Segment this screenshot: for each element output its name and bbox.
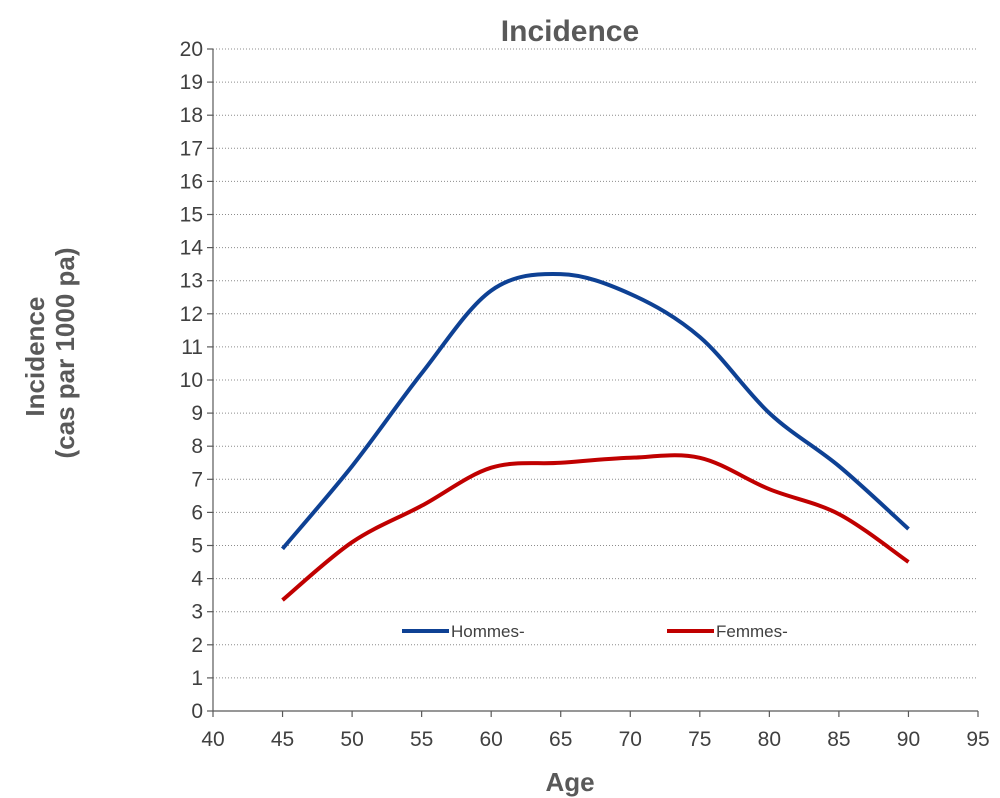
legend-label-femmes: Femmes-: [716, 622, 788, 641]
series-line-femmes: [281, 453, 910, 602]
y-axis-title: Incidence (cas par 1000 pa): [20, 247, 80, 458]
y-tick-label: 5: [191, 535, 203, 558]
x-tick-label: 65: [549, 728, 572, 751]
x-tick-label: 90: [897, 728, 920, 751]
x-tick-labels: 40 45 50 55 60 65 70 75 80 85 90 95: [201, 728, 989, 751]
x-tick-label: 50: [340, 728, 363, 751]
x-tick-label: 80: [758, 728, 781, 751]
y-axis-title-line-2: (cas par 1000 pa): [50, 247, 80, 458]
series-line-hommes: [280, 271, 910, 551]
y-tick-label: 20: [180, 38, 203, 61]
chart-title: Incidence: [501, 15, 639, 48]
y-tick-label: 9: [191, 402, 203, 425]
y-tick-label: 2: [191, 634, 203, 657]
x-tick-label: 55: [410, 728, 433, 751]
series-lines: [280, 271, 910, 602]
y-tick-label: 16: [180, 170, 203, 193]
y-tick-label: 7: [191, 468, 203, 491]
y-tick-label: 19: [180, 71, 203, 94]
y-tick-label: 4: [191, 568, 203, 591]
x-axis-title: Age: [545, 767, 594, 797]
y-tick-label: 0: [191, 700, 203, 723]
y-tick-label: 1: [191, 667, 203, 690]
legend-label-hommes: Hommes-: [451, 622, 525, 641]
gridlines: [213, 48, 978, 679]
y-tick-label: 3: [191, 601, 203, 624]
legend: Hommes- Femmes-: [402, 622, 788, 641]
y-tick-label: 14: [180, 237, 204, 260]
x-tick-label: 75: [688, 728, 711, 751]
x-tick-label: 70: [619, 728, 642, 751]
x-tick-label: 40: [201, 728, 224, 751]
y-tick-label: 10: [180, 369, 203, 392]
x-tick-label: 85: [827, 728, 850, 751]
y-tick-label: 13: [180, 270, 203, 293]
x-tick-label: 60: [480, 728, 503, 751]
y-tick-label: 18: [180, 104, 203, 127]
y-tick-label: 6: [191, 501, 203, 524]
y-axis-title-line-1: Incidence: [20, 297, 50, 417]
axes: [207, 48, 979, 717]
x-tick-label: 95: [966, 728, 989, 751]
x-tick-label: 45: [271, 728, 294, 751]
y-tick-label: 17: [180, 137, 203, 160]
y-tick-label: 15: [180, 204, 203, 227]
y-tick-label: 12: [180, 303, 203, 326]
y-tick-label: 8: [191, 435, 203, 458]
y-tick-label: 11: [181, 336, 203, 359]
